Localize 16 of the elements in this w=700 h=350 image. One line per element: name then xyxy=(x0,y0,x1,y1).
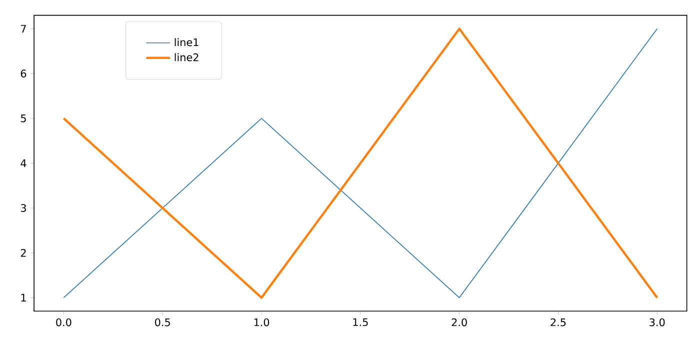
y-tick-label: 6 xyxy=(20,70,26,78)
x-tick-label: 2.0 xyxy=(452,318,467,326)
y-tick-label: 1 xyxy=(21,294,26,302)
y-tick-label: 5 xyxy=(20,114,26,122)
x-tick-label: 0.5 xyxy=(155,318,170,326)
y-tick-label: 4 xyxy=(20,159,26,167)
x-tick-label: 2.5 xyxy=(550,318,566,326)
y-tick-label: 7 xyxy=(21,24,26,33)
x-tick-label: 1.0 xyxy=(254,318,270,326)
x-tick-label: 1.5 xyxy=(353,318,368,326)
legend-label: line1 xyxy=(174,38,198,46)
x-tick-label: 3.0 xyxy=(650,318,665,326)
legend-label: line2 xyxy=(174,53,198,62)
y-tick-label: 2 xyxy=(20,248,26,257)
y-tick-label: 3 xyxy=(20,204,26,212)
x-tick-label: 0.0 xyxy=(56,318,72,326)
